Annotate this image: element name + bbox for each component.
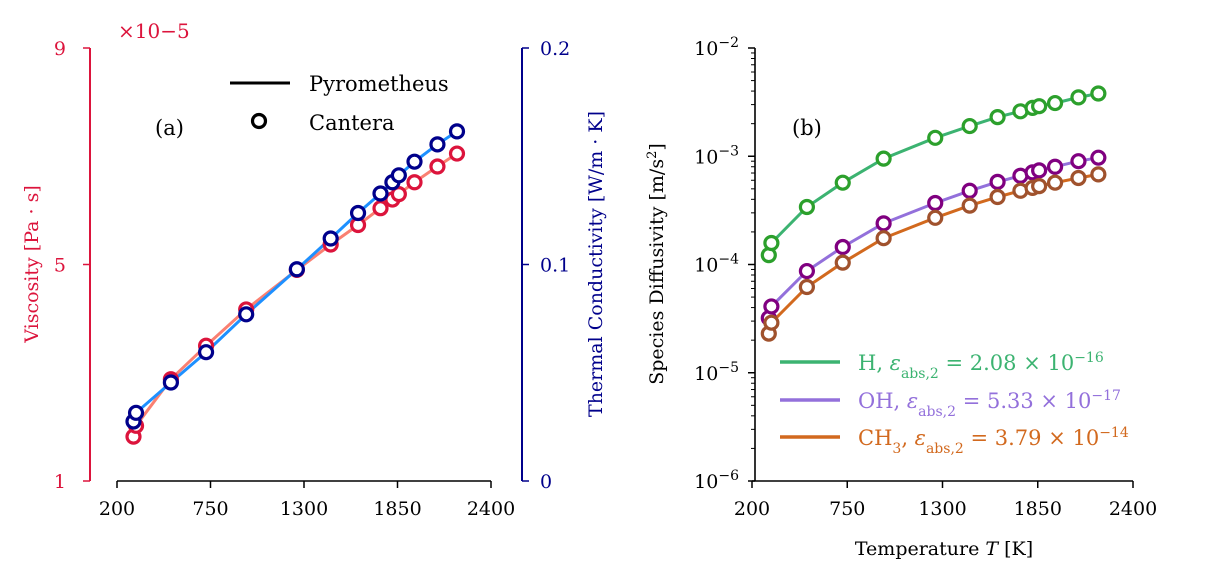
viscosity-point [448,145,466,162]
viscosity-multiplier: ×10−5 [118,19,190,43]
panel-a: 200 750 1300 1850 2400 1 5 9 0 0.1 0.2 ×10−5 Vis… [21,19,607,520]
thermal-conductivity-point [406,153,423,170]
left-y-tick-label: 5 [54,255,66,277]
x-tick-label-a: 1300 [280,498,328,520]
diffusivity-point-oh [1046,158,1064,175]
x-tick-label-b: 1300 [918,498,966,520]
diffusivity-point-oh [927,194,944,212]
diffusivity-point-oh [989,173,1006,190]
diffusivity-point-ch3 [834,254,851,271]
diffusivity-point-oh [1090,149,1107,166]
thermal-conductivity-point [349,204,367,222]
thermal-conductivity-point [127,404,145,421]
diffusivity-point-ch3 [1031,177,1048,195]
legend-label-oh: OH, εabs,2 = 5.33 × 10−17 [858,388,1121,420]
right-y-ticks: 0 0.1 0.2 [522,38,570,493]
series-b [760,85,1107,342]
diffusivity-point-oh [1031,162,1048,179]
thermal-conductivity-point [288,261,305,278]
y-ticks-b: 10−6 10−5 10−4 10−3 10−2 [694,35,755,493]
x-ticks-a: 200 750 1300 1850 2400 [99,481,515,520]
x-tick-label-b: 1850 [1014,498,1062,520]
thermal-conductivity-point [448,123,466,140]
viscosity-point [406,174,423,191]
diffusivity-point-ch3 [763,314,780,331]
legend-a: Pyrometheus Cantera [230,72,449,135]
diffusivity-point-h [1046,94,1064,112]
thermal-conductivity-point [372,185,389,202]
panel-label-a: (a) [155,116,184,140]
diffusivity-point-h [834,174,851,191]
legend-marker-swatch [250,112,268,130]
diffusivity-point-h [798,198,815,216]
right-y-tick-label: 0 [540,471,552,493]
right-y-tick-label: 0.1 [540,255,570,277]
x-tick-label-a: 1850 [373,498,421,520]
y-tick-label-b: 10−3 [694,143,739,168]
diffusivity-point-h [1090,85,1107,102]
series-a [125,123,466,445]
diffusivity-point-oh [1070,153,1087,170]
diffusivity-point-ch3 [1046,174,1064,191]
thermal-conductivity-point [238,306,255,323]
thermal-conductivity-point [322,230,339,247]
diffusivity-point-h [961,117,978,135]
diffusivity-point-oh [961,182,978,199]
thermal-conductivity-point [390,167,407,184]
thermal-conductivity-point [429,136,446,153]
x-tick-label-b: 200 [734,498,770,520]
diffusivity-point-h [875,150,892,167]
diffusivity-point-ch3 [798,278,815,296]
diffusivity-point-h [927,129,944,146]
x-tick-label-a: 750 [192,498,228,520]
left-y-tick-label: 1 [54,471,66,493]
y-tick-label-b: 10−4 [694,252,739,277]
thermal-conductivity-point [162,374,179,391]
diffusivity-point-oh [798,262,815,280]
diffusivity-point-oh [834,238,851,256]
viscosity-point [372,200,389,217]
temperature-axis-label: Temperature T [K] [855,538,1033,560]
diffusivity-point-ch3 [961,197,978,214]
thermal-conductivity-axis-label: Thermal Conductivity [W/m · K] [585,111,607,417]
legend-label-h: H, εabs,2 = 2.08 × 10−16 [858,350,1104,382]
viscosity-point [390,186,407,203]
x-ticks-b: 200 750 1300 1850 2400 [734,481,1157,520]
viscosity-line [132,152,458,437]
viscosity-axis-label: Viscosity [Pa · s] [21,185,43,343]
diffusivity-point-ch3 [1090,166,1107,183]
legend-b: H, εabs,2 = 2.08 × 10−16 OH, εabs,2 = 5.… [780,350,1129,457]
diffusivity-point-h [1031,98,1048,115]
y-tick-label-b: 10−2 [694,35,739,60]
thermal-conductivity-point [197,344,215,361]
diffusivity-point-ch3 [1070,169,1087,187]
diffusivity-point-h [1070,89,1087,106]
panel-label-b: (b) [792,116,822,140]
legend-label-ch3: CH3, εabs,2 = 3.79 × 10−14 [858,425,1129,457]
x-tick-label-a: 2400 [467,498,515,520]
x-tick-label-b: 750 [829,498,865,520]
diffusivity-point-ch3 [927,209,944,226]
diffusivity-point-ch3 [875,230,892,247]
x-tick-label-b: 2400 [1109,498,1157,520]
viscosity-point [429,158,446,175]
legend-label-pyrometheus: Pyrometheus [309,72,449,96]
x-tick-label-a: 200 [99,498,135,520]
y-tick-label-b: 10−6 [694,468,739,493]
diffusivity-point-h [763,234,780,252]
legend-label-cantera: Cantera [309,111,395,135]
diffusivity-point-ch3 [989,188,1006,206]
panel-b: 200 750 1300 1850 2400 10−610−510−410−310−2 … [645,35,1158,560]
left-y-tick-label: 9 [54,38,66,60]
right-y-tick-label: 0.2 [540,38,570,60]
diffusivity-point-oh [763,298,780,315]
y-tick-label-b: 10−5 [694,360,739,385]
diffusivity-axis-label: Species Diffusivity [m/s2] [645,143,669,385]
diffusivity-point-oh [875,215,892,232]
left-y-ticks: 1 5 9 [54,38,90,493]
diffusivity-point-h [989,108,1006,126]
